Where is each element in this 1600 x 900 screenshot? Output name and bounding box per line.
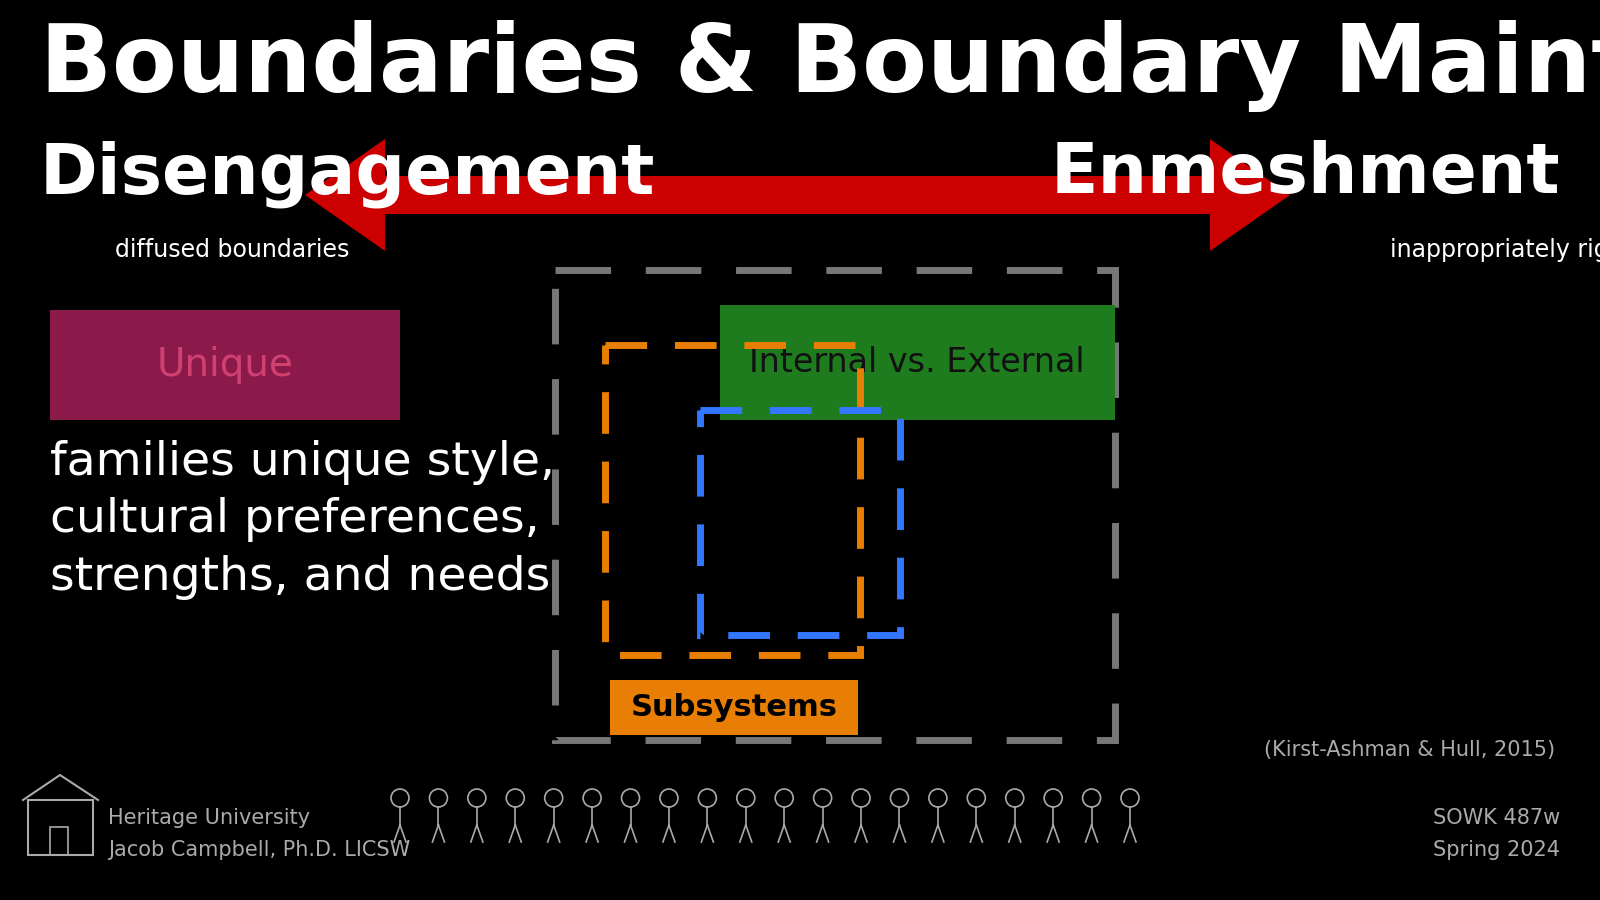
Text: Subsystems: Subsystems [630, 692, 837, 722]
Bar [50, 310, 400, 420]
Bar [605, 345, 861, 655]
Text: SOWK 487w: SOWK 487w [1432, 808, 1560, 828]
Text: families unique style,
cultural preferences,
strengths, and needs: families unique style, cultural preferen… [50, 440, 555, 599]
Bar [50, 827, 67, 855]
Bar [701, 410, 899, 635]
Text: Boundaries & Boundary Maintenance: Boundaries & Boundary Maintenance [40, 20, 1600, 112]
Text: Unique: Unique [157, 346, 293, 384]
Text: Enmeshment: Enmeshment [1050, 140, 1560, 207]
Text: Disengagement: Disengagement [40, 140, 656, 208]
Text: Spring 2024: Spring 2024 [1434, 840, 1560, 860]
Bar [29, 800, 93, 855]
Polygon shape [306, 139, 386, 251]
Bar [555, 270, 1115, 740]
Text: Heritage University: Heritage University [109, 808, 310, 828]
Text: Jacob Campbell, Ph.D. LICSW: Jacob Campbell, Ph.D. LICSW [109, 840, 410, 860]
Text: diffused boundaries: diffused boundaries [115, 238, 349, 262]
Text: Internal vs. External: Internal vs. External [749, 346, 1085, 379]
Text: (Kirst-Ashman & Hull, 2015): (Kirst-Ashman & Hull, 2015) [1264, 740, 1555, 760]
Bar [610, 680, 858, 735]
Bar [720, 305, 1115, 420]
Polygon shape [1210, 139, 1290, 251]
Bar [365, 176, 1230, 214]
Text: inappropriately rigid: inappropriately rigid [1390, 238, 1600, 262]
